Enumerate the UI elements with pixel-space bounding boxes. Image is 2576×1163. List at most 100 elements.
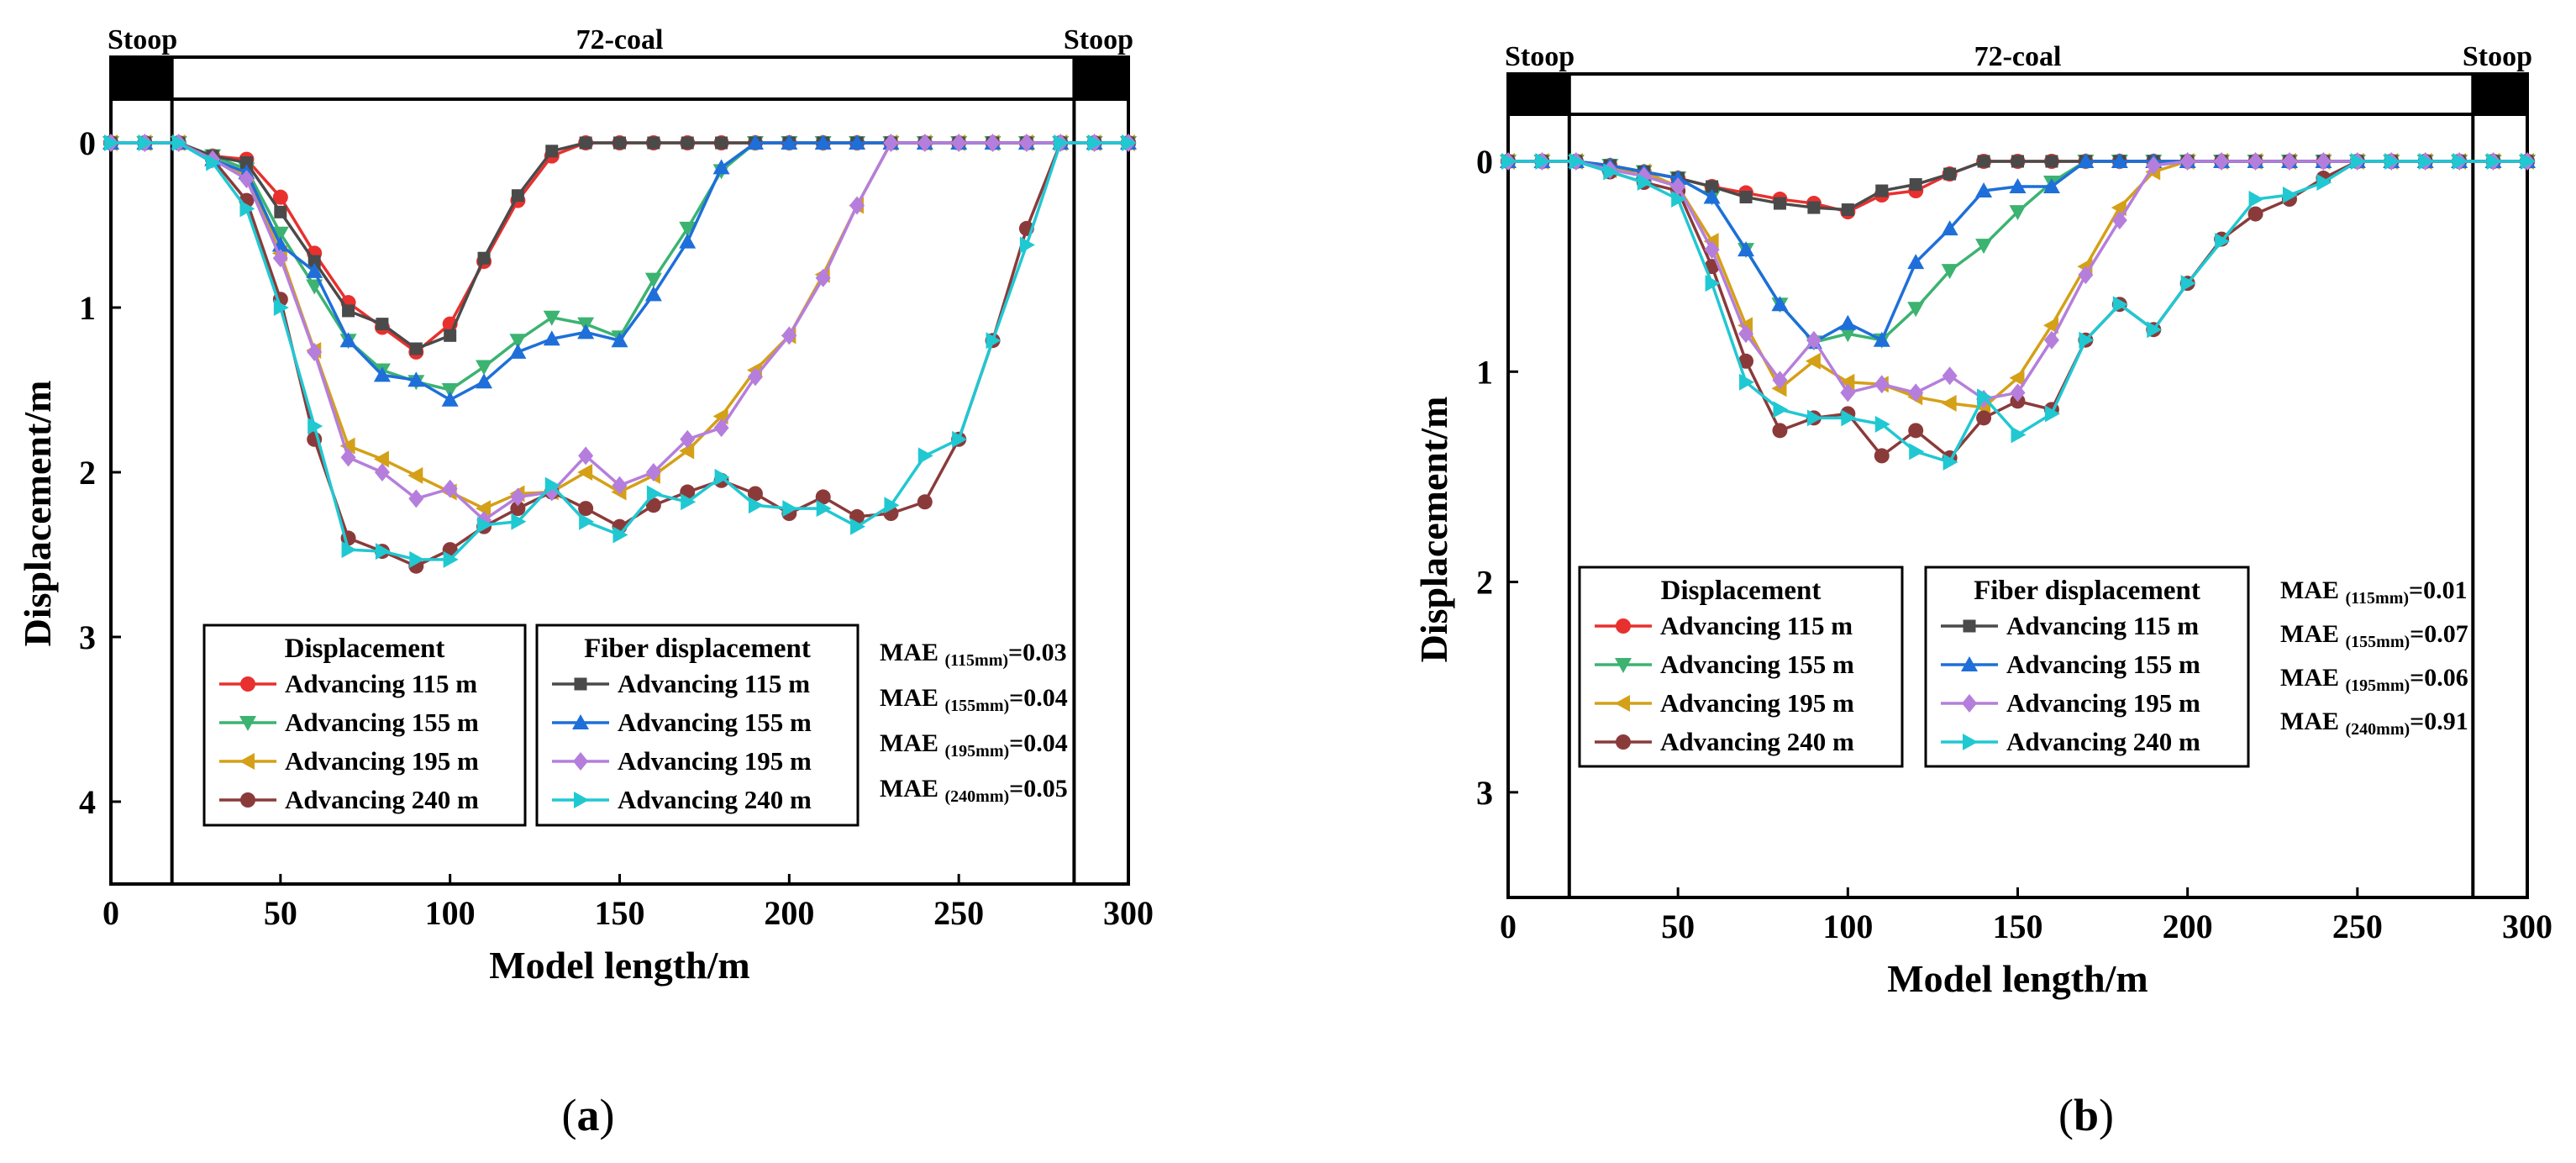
panel-a: Stoop Stoop 72-coal 0 50 100 150 200 250 300 0 1 2 3 4… — [16, 24, 1154, 1140]
data-point — [510, 487, 526, 507]
legend-swatch-marker — [574, 677, 587, 691]
data-point — [477, 251, 491, 265]
legend-entry-label: Advancing 115 m — [1660, 611, 1853, 640]
data-point — [239, 170, 255, 189]
x-tick-label: 150 — [1993, 908, 2043, 945]
x-tick-label: 200 — [764, 894, 814, 932]
data-point — [1976, 410, 1992, 426]
y-tick-label: 2 — [1476, 564, 1493, 602]
mae-label: MAE — [2280, 576, 2346, 604]
data-point — [1875, 184, 1889, 197]
panel-label-part: ( — [562, 1090, 577, 1140]
data-point — [2281, 152, 2297, 171]
data-point — [1122, 134, 1137, 151]
data-point — [579, 136, 592, 150]
data-point — [577, 324, 595, 339]
data-point — [1841, 203, 1854, 217]
series-displacement-1 — [103, 136, 1137, 398]
mae-value: =0.07 — [2410, 620, 2468, 648]
data-point — [2282, 187, 2298, 204]
data-point — [1739, 191, 1753, 204]
data-point — [1840, 383, 1856, 403]
legend-swatch-marker — [573, 752, 588, 771]
x-tick-label: 100 — [425, 894, 476, 932]
coal-seam-label: 72-coal — [576, 24, 664, 55]
legend-entry-label: Advancing 115 m — [285, 669, 477, 698]
data-point — [2418, 153, 2434, 170]
legend-swatch-marker — [1961, 656, 1978, 671]
mae-subscript: (115mm) — [945, 651, 1009, 670]
x-tick-label: 100 — [1822, 908, 1873, 945]
data-point — [1669, 170, 1687, 186]
data-point — [2180, 275, 2196, 292]
data-point — [1773, 197, 1786, 210]
data-point — [1908, 423, 1924, 439]
data-point — [986, 332, 1001, 350]
data-point — [476, 373, 493, 389]
panel-label-part: ( — [2058, 1090, 2074, 1140]
data-point — [1738, 324, 1754, 344]
legend-box — [1924, 566, 2250, 768]
x-tick-label: 300 — [2502, 908, 2552, 945]
series-displacement-0 — [103, 135, 1136, 360]
data-point — [543, 330, 560, 346]
data-point — [339, 332, 357, 348]
data-point — [1806, 330, 1822, 350]
data-point — [373, 366, 391, 382]
data-point — [2011, 426, 2027, 444]
data-point — [1737, 241, 1755, 257]
data-point — [1018, 134, 1034, 152]
data-point — [1841, 409, 1857, 427]
mae-value: =0.06 — [2410, 664, 2468, 692]
data-point — [681, 493, 697, 511]
data-point — [1943, 167, 1957, 181]
data-point — [272, 249, 288, 268]
legend-title: Fiber displacement — [584, 634, 811, 664]
data-point — [1941, 264, 1958, 280]
legend-swatch-marker — [1616, 734, 1631, 750]
mae-subscript: (115mm) — [2346, 589, 2410, 608]
data-point — [376, 318, 389, 331]
legend-displacement: Displacement Advancing 115 m Advancing 155… — [202, 624, 527, 827]
legend-fiber-displacement: Fiber displacement Advancing 115 m Advanci… — [1924, 566, 2250, 768]
legend-entry-label: Advancing 155 m — [1660, 650, 1854, 679]
data-point — [951, 134, 967, 152]
data-point — [1087, 134, 1103, 151]
data-point — [1975, 182, 1993, 198]
data-point — [712, 159, 730, 175]
panel-b: Stoop Stoop 72-coal 0 50 100 150 200 250 300 0 1 2 3 M… — [1412, 41, 2552, 1140]
x-tick-label: 250 — [2332, 908, 2383, 945]
data-point — [1670, 177, 1686, 197]
data-point — [2042, 317, 2058, 334]
data-point — [747, 486, 763, 502]
data-point — [2214, 152, 2230, 171]
legend-swatch-marker — [1963, 619, 1976, 633]
data-point — [1909, 443, 1925, 460]
data-point — [611, 332, 628, 348]
legend-entry-label: Advancing 155 m — [618, 708, 812, 737]
data-point — [374, 463, 390, 482]
mae-subscript: (195mm) — [945, 742, 1010, 760]
data-point — [849, 196, 865, 215]
data-point — [1943, 453, 1958, 471]
y-tick-label: 3 — [79, 618, 96, 656]
data-point — [712, 408, 728, 425]
data-point — [2111, 153, 2128, 168]
data-point — [612, 526, 628, 544]
data-point — [2011, 155, 2024, 168]
data-point — [1873, 331, 1890, 347]
data-point — [138, 134, 154, 151]
y-tick-label: 4 — [79, 783, 96, 821]
mae-annotation: MAE (195mm)=0.04 — [880, 729, 1068, 760]
data-point — [681, 136, 694, 150]
data-point — [1772, 423, 1788, 439]
data-point — [1603, 163, 1619, 181]
data-point — [1637, 174, 1653, 192]
legend-swatch-marker — [239, 753, 255, 770]
data-point — [2316, 152, 2332, 171]
panel-label: (a) — [562, 1090, 615, 1140]
data-point — [306, 262, 323, 278]
mae-subscript: (155mm) — [945, 697, 1010, 715]
data-point — [781, 326, 797, 345]
data-point — [2452, 153, 2468, 170]
